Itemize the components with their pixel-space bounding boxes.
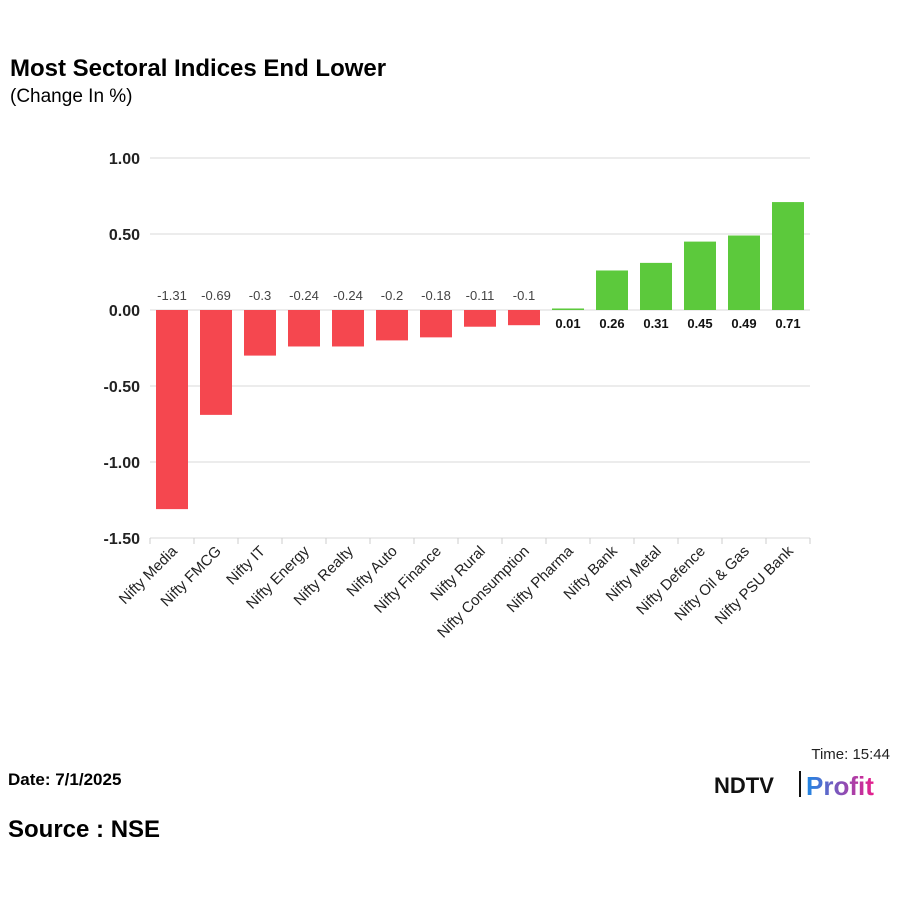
data-label: -0.69: [201, 288, 231, 303]
bar: [772, 202, 804, 310]
data-label: 0.26: [599, 316, 624, 331]
data-label: -0.11: [466, 288, 495, 303]
data-label: -0.18: [421, 288, 451, 303]
bar: [728, 235, 760, 310]
bar: [200, 310, 232, 415]
source-label: Source : NSE: [8, 816, 161, 843]
data-label: 0.49: [731, 316, 756, 331]
bar: [288, 310, 320, 347]
data-label: 0.71: [775, 316, 800, 331]
data-label: -0.3: [249, 288, 271, 303]
data-label: 0.45: [687, 316, 712, 331]
data-label: 0.01: [555, 316, 580, 331]
bar: [420, 310, 452, 338]
time-label: Time: 15:44: [811, 746, 890, 763]
chart-title: Most Sectoral Indices End Lower: [10, 55, 387, 82]
bar: [508, 310, 540, 326]
y-tick-label: 0.00: [109, 303, 140, 320]
chart-subtitle: (Change In %): [10, 86, 133, 107]
data-label: -1.31: [157, 288, 187, 303]
bar: [244, 310, 276, 356]
ndtv-profit-logo: NDTV Profit: [714, 771, 874, 799]
svg-text:Profit: Profit: [806, 771, 874, 799]
y-tick-label: -0.50: [104, 379, 141, 396]
svg-text:NDTV: NDTV: [714, 773, 774, 798]
y-tick-label: -1.50: [104, 531, 141, 548]
bar: [156, 310, 188, 510]
data-label: -0.24: [289, 288, 319, 303]
bar: [464, 310, 496, 327]
bar: [376, 310, 408, 341]
y-tick-label: -1.00: [104, 455, 141, 472]
bar: [640, 262, 672, 310]
data-label: -0.2: [381, 288, 403, 303]
bar: [552, 308, 584, 310]
y-tick-label: 1.00: [109, 151, 140, 168]
bar: [332, 310, 364, 347]
date-label: Date: 7/1/2025: [8, 770, 122, 789]
y-tick-label: 0.50: [109, 227, 140, 244]
data-label: -0.24: [333, 288, 363, 303]
x-tick-label: Nifty PSU Bank: [712, 542, 797, 627]
bar: [684, 241, 716, 310]
bar: [596, 270, 628, 310]
data-label: -0.1: [513, 288, 535, 303]
data-label: 0.31: [643, 316, 668, 331]
